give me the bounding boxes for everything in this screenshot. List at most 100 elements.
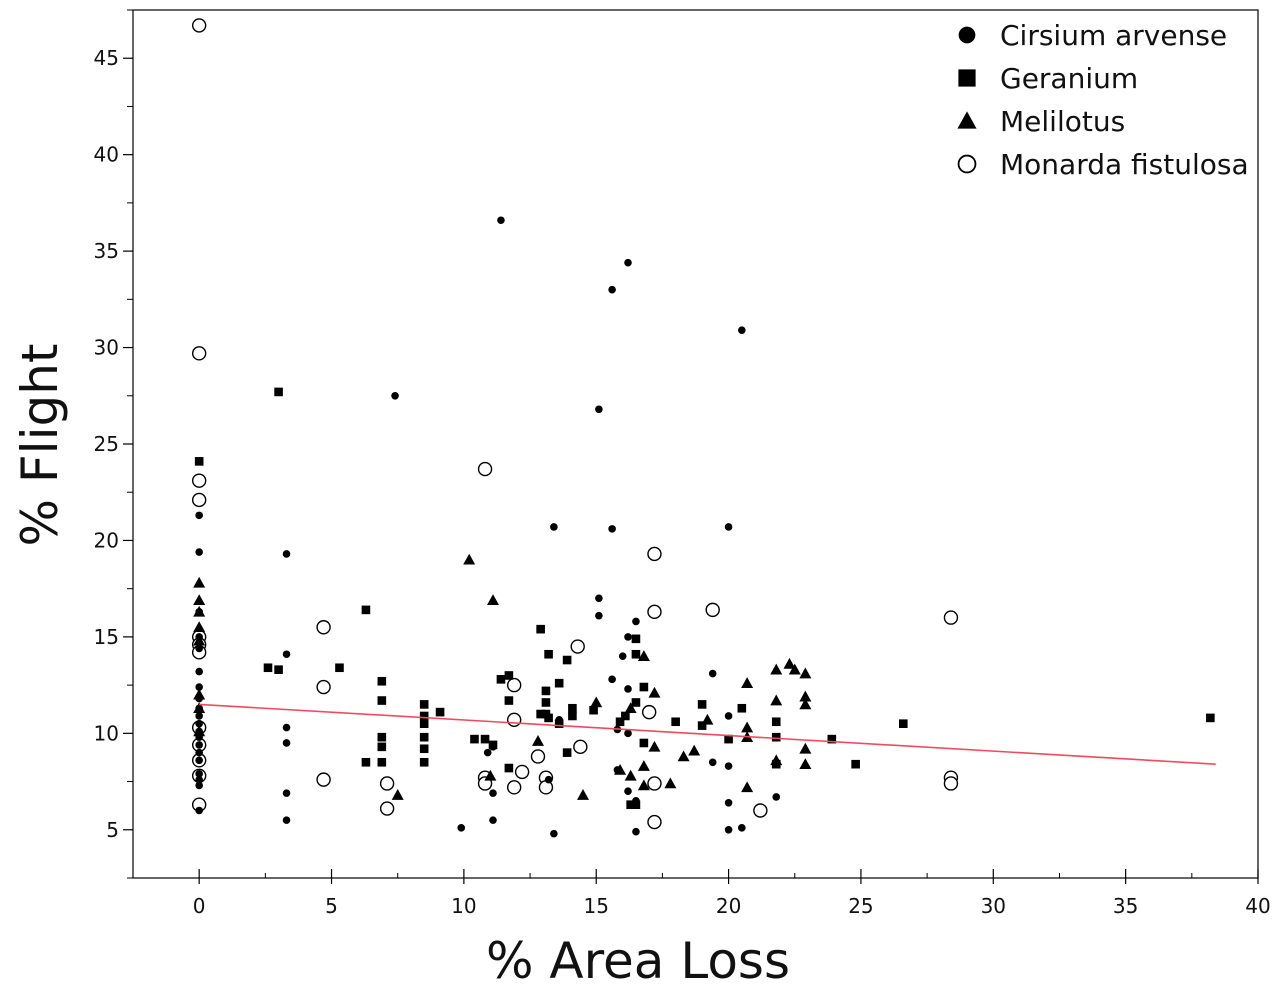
data-point	[193, 688, 206, 700]
data-point	[568, 711, 577, 721]
y-tick-label: 15	[94, 625, 119, 649]
data-point	[624, 258, 632, 267]
data-point	[496, 675, 506, 684]
data-point	[504, 696, 514, 705]
data-point	[788, 663, 801, 675]
data-point	[624, 769, 637, 781]
data-point	[724, 712, 733, 720]
data-point	[544, 649, 553, 659]
legend-item: Melilotus	[957, 105, 1125, 138]
data-point	[379, 801, 395, 816]
data-point	[193, 576, 206, 588]
data-point	[799, 758, 812, 769]
data-point	[316, 679, 331, 695]
data-point	[639, 738, 649, 748]
data-point	[741, 781, 754, 793]
data-point	[477, 461, 493, 477]
data-point	[193, 594, 206, 606]
data-point	[195, 511, 203, 520]
data-point	[361, 605, 371, 615]
data-point	[615, 717, 625, 727]
data-point	[771, 732, 781, 742]
data-point	[573, 739, 588, 755]
data-point	[595, 405, 603, 414]
data-point	[624, 729, 632, 738]
legend-marker	[957, 154, 977, 174]
legend-marker	[957, 111, 977, 129]
y-tick-label: 40	[94, 143, 119, 167]
y-tick-label: 45	[94, 46, 119, 70]
legend-item: Cirsium arvense	[958, 19, 1227, 52]
data-point	[536, 624, 545, 634]
data-point	[1206, 713, 1215, 723]
data-point	[570, 639, 585, 654]
data-point	[530, 749, 546, 764]
legend-item: Monarda fistulosa	[957, 148, 1249, 181]
legend-label: Geranium	[1000, 62, 1138, 95]
data-point	[195, 770, 203, 778]
data-point	[541, 698, 551, 707]
series-cirsium-arvense	[195, 216, 781, 838]
data-point	[799, 667, 812, 679]
series-geranium	[194, 387, 1215, 810]
data-point	[648, 686, 661, 698]
data-point	[419, 744, 429, 754]
data-point	[195, 719, 203, 728]
data-point	[282, 789, 291, 797]
data-point	[504, 671, 514, 680]
data-point	[191, 346, 207, 361]
data-point	[738, 824, 746, 832]
data-point	[618, 652, 627, 660]
data-point	[770, 663, 783, 675]
legend-label: Cirsium arvense	[1000, 19, 1227, 52]
data-point	[195, 712, 203, 720]
data-point	[770, 694, 783, 706]
data-point	[799, 742, 812, 754]
data-point	[664, 777, 677, 789]
data-point	[943, 776, 959, 791]
data-point	[589, 705, 598, 715]
x-tick-label: 30	[981, 894, 1006, 918]
data-point	[772, 793, 781, 801]
data-point	[724, 825, 733, 834]
data-point	[194, 457, 204, 466]
x-axis-title: % Area Loss	[486, 932, 790, 989]
data-point	[195, 741, 203, 749]
x-tick-label: 10	[451, 894, 476, 918]
data-point	[637, 760, 650, 771]
x-tick-label: 20	[716, 894, 741, 918]
data-point	[282, 739, 291, 747]
y-axis-ticks: 5 10 15 20 25 30 35 40 45	[94, 9, 133, 879]
data-point	[435, 707, 445, 717]
data-point	[193, 725, 206, 737]
data-point	[193, 605, 206, 617]
data-point	[514, 764, 530, 780]
y-tick-label: 10	[94, 721, 119, 745]
data-point	[608, 285, 616, 294]
data-point	[487, 594, 499, 606]
data-point	[631, 698, 641, 707]
data-point	[647, 604, 662, 620]
data-point	[195, 683, 203, 691]
data-point	[489, 816, 497, 824]
data-point	[504, 763, 514, 773]
data-point	[697, 721, 707, 730]
data-point	[626, 800, 635, 810]
data-point	[741, 677, 754, 688]
data-point	[705, 602, 720, 618]
data-point	[419, 719, 429, 728]
data-point	[506, 712, 522, 728]
data-point	[419, 732, 429, 742]
data-point	[195, 748, 203, 757]
data-point	[827, 734, 837, 744]
y-tick-label: 5	[106, 818, 119, 842]
data-point	[195, 667, 203, 676]
data-point	[647, 546, 662, 562]
data-point	[647, 814, 662, 830]
data-point	[419, 757, 429, 767]
data-point	[783, 657, 796, 669]
data-point	[647, 776, 662, 791]
data-point	[550, 829, 558, 838]
data-point	[379, 776, 395, 791]
data-point	[195, 548, 203, 556]
